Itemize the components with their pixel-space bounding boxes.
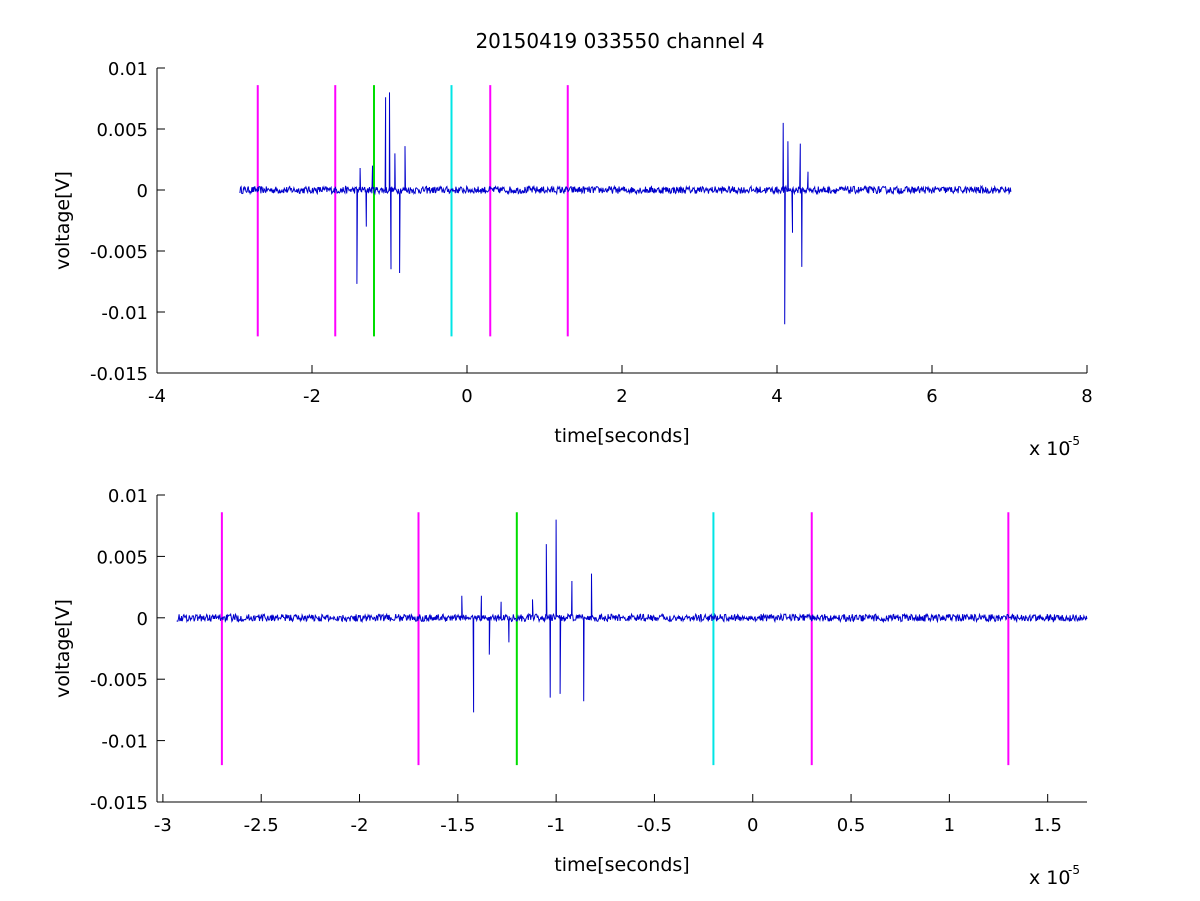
bottom-plot: -3 -2.5 -2 -1.5 -1 -0.5 0 0.5 1 1.5 -0.015 -0.01 -0.… (52, 486, 1088, 889)
y-tick-label: -0.005 (90, 242, 148, 263)
figure-title: 20150419 033550 channel 4 (475, 29, 764, 53)
x-tick-label: 1 (944, 815, 955, 836)
y-tick-label: 0.005 (96, 547, 148, 568)
y-tick-label: -0.015 (90, 364, 148, 385)
signal-series-line (239, 92, 1012, 325)
x-tick-label: 2 (616, 386, 627, 407)
x-tick-label: 0.5 (837, 815, 866, 836)
y-axis-label: voltage[V] (52, 171, 74, 270)
x-tick-label: 0 (461, 386, 472, 407)
x-exponent-power: -5 (1068, 434, 1080, 448)
top-plot: -4 -2 0 2 4 6 8 -0.015 -0.01 -0.005 0 0.005 0.01 time… (52, 59, 1093, 460)
x-tick-label: 0 (747, 815, 758, 836)
x-tick-label: -1 (547, 815, 565, 836)
y-tick-label: 0.01 (108, 486, 148, 507)
x-tick-label: -0.5 (637, 815, 672, 836)
y-tick-label: 0.01 (108, 59, 148, 80)
x-tick-label: 6 (926, 386, 937, 407)
x-tick-label: -4 (148, 386, 166, 407)
y-tick-label: 0 (137, 609, 148, 630)
x-axis-label: time[seconds] (554, 425, 689, 447)
x-tick-label: -2 (303, 386, 321, 407)
x-tick-label: 4 (771, 386, 782, 407)
x-exponent-label: x 10 (1029, 438, 1070, 460)
y-tick-label: -0.01 (101, 732, 148, 753)
y-axis-label: voltage[V] (52, 599, 74, 698)
y-tick-label: 0.005 (96, 120, 148, 141)
x-tick-label: -2 (351, 815, 369, 836)
x-tick-label: -3 (154, 815, 172, 836)
y-tick-label: -0.01 (101, 303, 148, 324)
x-axis-label: time[seconds] (554, 854, 689, 876)
x-tick-label: 8 (1081, 386, 1092, 407)
y-tick-label: -0.005 (90, 670, 148, 691)
x-exponent-power: -5 (1068, 863, 1080, 877)
signal-series-line (176, 519, 1088, 713)
y-tick-label: 0 (137, 181, 148, 202)
x-tick-label: -2.5 (244, 815, 279, 836)
x-tick-label: -1.5 (440, 815, 475, 836)
y-tick-label: -0.015 (90, 793, 148, 814)
x-exponent-label: x 10 (1029, 867, 1070, 889)
x-tick-label: 1.5 (1033, 815, 1062, 836)
